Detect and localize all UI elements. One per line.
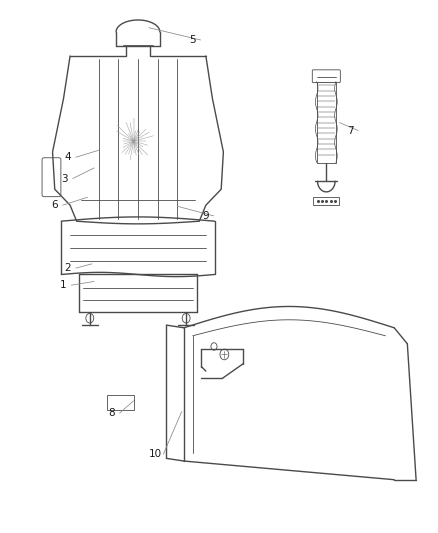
Text: 9: 9	[202, 211, 209, 221]
Bar	[313, 197, 339, 205]
FancyBboxPatch shape	[312, 70, 340, 83]
Bar	[107, 395, 134, 410]
Text: 5: 5	[189, 35, 196, 45]
Text: 8: 8	[108, 408, 115, 418]
FancyBboxPatch shape	[42, 158, 61, 197]
Text: 6: 6	[51, 200, 58, 210]
Text: 7: 7	[347, 126, 354, 135]
Text: 3: 3	[61, 174, 68, 183]
Text: 4: 4	[64, 152, 71, 162]
Text: 10: 10	[149, 449, 162, 459]
Bar	[317, 82, 336, 163]
Text: 1: 1	[60, 280, 67, 290]
Text: 2: 2	[64, 263, 71, 273]
